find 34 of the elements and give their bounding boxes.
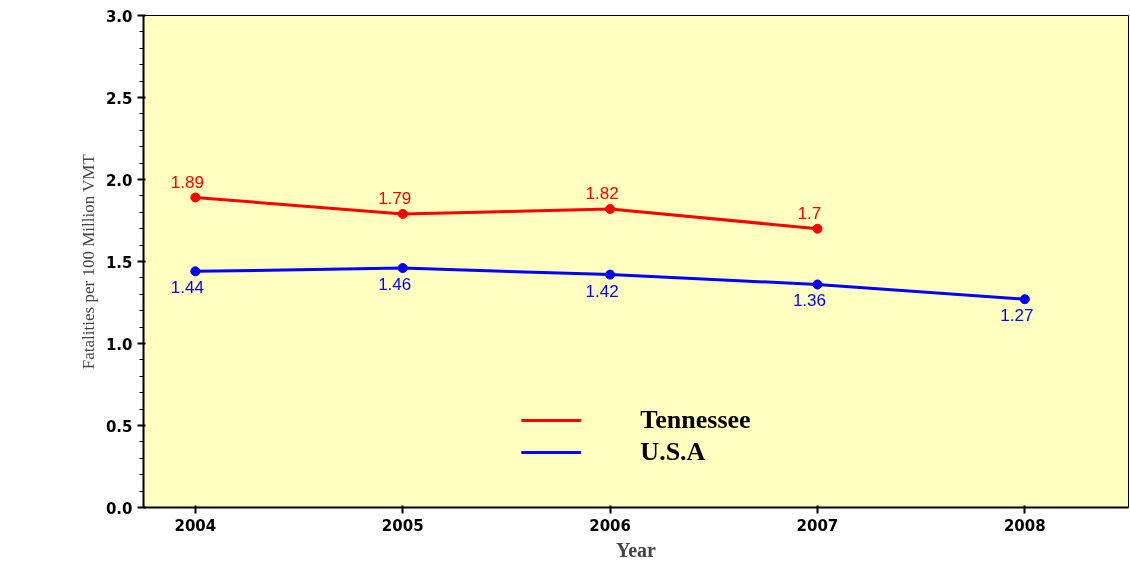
point — [397, 208, 408, 219]
data-label: 1.7 — [797, 203, 822, 223]
data-label: 1.44 — [170, 278, 204, 298]
x-tick-label: 2008 — [1003, 516, 1046, 535]
data-label: 1.82 — [585, 184, 619, 204]
y-axis-title: Fatalities per 100 Million VMT — [78, 153, 98, 370]
y-tick-label: 3.0 — [105, 7, 133, 26]
point — [1019, 294, 1030, 305]
legend-label: Tennessee — [640, 405, 751, 435]
data-label: 1.79 — [378, 188, 412, 208]
point — [605, 204, 616, 215]
point — [812, 223, 823, 234]
y-tick-label: 2.0 — [105, 171, 133, 190]
data-label: 1.42 — [585, 281, 619, 301]
point — [605, 269, 616, 280]
y-tick-label: 2.5 — [105, 89, 133, 108]
point — [190, 266, 201, 277]
data-label: 1.27 — [1000, 306, 1034, 326]
point — [190, 192, 201, 203]
data-label: 1.36 — [792, 291, 826, 311]
point — [812, 279, 823, 290]
x-tick-label: 2005 — [381, 516, 424, 535]
x-tick-label: 2004 — [174, 516, 217, 535]
y-tick-label: 0.0 — [105, 499, 133, 518]
point — [397, 263, 408, 274]
y-tick-label: 1.0 — [105, 335, 133, 354]
data-label: 1.89 — [170, 172, 204, 192]
data-label: 1.46 — [378, 275, 412, 295]
y-tick-label: 1.5 — [105, 253, 133, 272]
x-tick-label: 2006 — [589, 516, 631, 535]
legend-label: U.S.A — [640, 437, 706, 467]
y-tick-label: 0.5 — [105, 417, 133, 436]
x-tick-label: 2007 — [796, 516, 839, 535]
x-axis-title: Year — [616, 538, 657, 561]
